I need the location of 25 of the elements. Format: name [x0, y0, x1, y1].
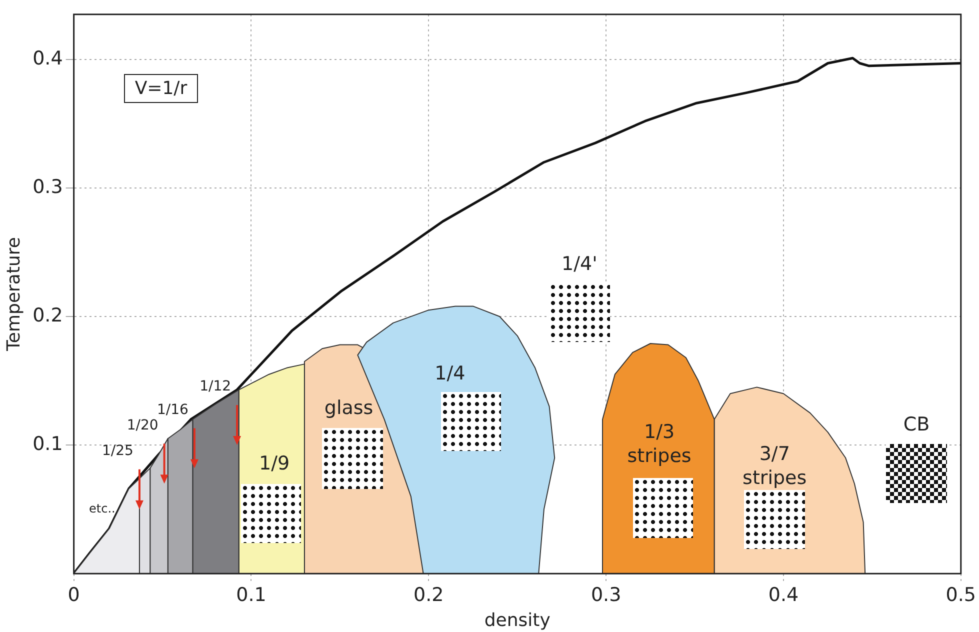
y-tick-label: 0.1: [32, 432, 63, 455]
annotation: V=1/r: [124, 74, 198, 104]
annotation: 1/4': [562, 253, 598, 276]
y-tick-label: 0.3: [32, 176, 63, 198]
annotation: CB: [903, 414, 930, 436]
y-axis-title: Temperature: [3, 236, 24, 352]
x-tick-label: 0.1: [236, 584, 266, 606]
y-tick-label: 0.4: [32, 47, 63, 70]
annotation: 1/3 stripes: [627, 420, 692, 467]
x-axis-title: density: [484, 610, 551, 631]
x-tick-label: 0.5: [946, 584, 976, 606]
y-tick-label: 0.2: [32, 304, 63, 326]
annotation: 1/9: [259, 452, 290, 474]
annotation: 1/16: [157, 402, 189, 418]
annotation: 3/7 stripes: [742, 442, 807, 489]
annotation: 1/25: [102, 442, 134, 459]
annotation: 1/4: [434, 362, 466, 384]
annotation: etc..: [89, 501, 116, 516]
annotation: 1/12: [200, 378, 232, 395]
annotation: glass: [324, 396, 374, 419]
annotation: 1/20: [126, 417, 158, 434]
x-tick-label: 0.4: [768, 584, 799, 606]
x-tick-label: 0.2: [414, 584, 444, 606]
x-tick-label: 0.3: [590, 584, 622, 606]
x-tick-label: 0: [68, 584, 80, 606]
